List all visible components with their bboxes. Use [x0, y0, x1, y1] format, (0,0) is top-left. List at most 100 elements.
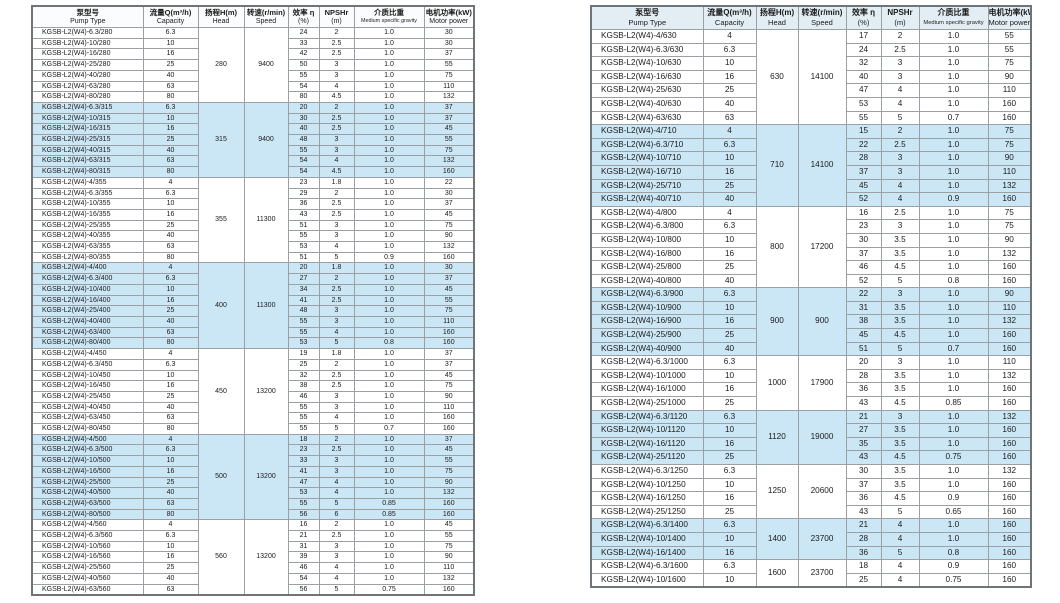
efficiency-cell: 37 [845, 164, 882, 180]
power-cell: 75 [987, 56, 1032, 71]
column-header-en: Head [768, 18, 786, 27]
pump-model-cell: KGSB-L2(W4)-16/800 [590, 246, 704, 262]
capacity-cell: 63 [142, 241, 199, 253]
npshr-cell: 2 [318, 101, 355, 114]
power-cell: 110 [423, 562, 475, 574]
pump-model-cell: KGSB-L2(W4)-16/630 [590, 69, 704, 85]
gravity-cell: 1.0 [918, 423, 989, 438]
column-header-en: Head [212, 18, 230, 25]
npshr-cell: 1.8 [318, 262, 355, 275]
gravity-cell: 0.9 [918, 559, 989, 574]
npshr-cell: 4 [318, 562, 355, 574]
gravity-cell: 0.7 [918, 341, 989, 357]
capacity-cell: 10 [702, 368, 757, 384]
power-cell: 160 [987, 504, 1032, 520]
power-cell: 110 [987, 300, 1032, 316]
power-cell: 160 [987, 531, 1032, 547]
efficiency-cell: 54 [287, 166, 320, 178]
column-header-en: Capacity [156, 18, 185, 25]
capacity-cell: 25 [142, 476, 199, 489]
pump-model-cell: KGSB-L2(W4)-10/315 [31, 112, 144, 125]
efficiency-cell: 25 [845, 572, 882, 588]
npshr-cell: 5 [880, 504, 920, 520]
gravity-cell: 1.0 [353, 101, 425, 114]
pump-model-cell: KGSB-L2(W4)-63/355 [31, 241, 144, 253]
gravity-cell: 1.0 [918, 178, 989, 194]
column-header-speed: 转速(r/min) Speed [243, 5, 289, 28]
efficiency-cell: 40 [845, 69, 882, 85]
efficiency-cell: 55 [287, 230, 320, 243]
power-cell: 55 [423, 455, 475, 467]
column-header-zh: NPSHr [324, 8, 349, 17]
pump-row: KGSB-L2(W4)-10/900 10 31 3.5 1.0 110 [590, 300, 1032, 316]
capacity-cell: 80 [142, 423, 199, 435]
npshr-cell: 3 [318, 401, 355, 414]
efficiency-cell: 56 [287, 583, 320, 596]
gravity-cell: 1.0 [918, 531, 989, 547]
efficiency-cell: 51 [287, 219, 320, 232]
pump-row: KGSB-L2(W4)-4/630 4 630 14100 17 2 1.0 55 [590, 28, 1032, 126]
gravity-cell: 1.0 [353, 198, 425, 210]
capacity-cell: 40 [142, 230, 199, 243]
pump-row: KGSB-L2(W4)-6.3/315 6.3 315 9400 20 2 1.0 37 [31, 101, 475, 178]
npshr-cell: 5 [318, 251, 355, 264]
efficiency-cell: 45 [845, 178, 882, 194]
capacity-cell: 16 [142, 48, 199, 61]
npshr-cell: 1.8 [318, 176, 355, 189]
capacity-cell: 25 [702, 260, 757, 275]
power-cell: 110 [423, 401, 475, 414]
npshr-cell: 4 [318, 476, 355, 489]
gravity-cell: 1.0 [353, 551, 425, 564]
gravity-cell: 1.0 [353, 487, 425, 499]
efficiency-cell: 42 [287, 48, 320, 61]
npshr-cell: 3 [880, 287, 920, 302]
gravity-cell: 1.0 [353, 476, 425, 489]
pump-row: KGSB-L2(W4)-4/560 4 560 13200 16 2 1.0 45 [31, 519, 475, 596]
capacity-cell: 40 [142, 144, 199, 157]
gravity-cell: 1.0 [918, 96, 989, 112]
capacity-cell: 16 [142, 551, 199, 564]
npshr-cell: 4 [880, 572, 920, 588]
efficiency-cell: 37 [845, 477, 882, 493]
gravity-cell: 1.0 [353, 187, 425, 200]
capacity-cell: 16 [702, 545, 757, 561]
power-cell: 75 [423, 144, 475, 157]
pump-row: KGSB-L2(W4)-6.3/1600 6.3 1600 23700 18 4 0.9 16… [590, 559, 1032, 588]
power-cell: 75 [987, 124, 1032, 139]
efficiency-cell: 54 [287, 155, 320, 168]
capacity-cell: 16 [702, 436, 757, 452]
efficiency-cell: 48 [287, 305, 320, 317]
gravity-cell: 1.0 [353, 80, 425, 93]
gravity-cell: 1.0 [353, 294, 425, 307]
speed-cell: 9400 [243, 101, 289, 178]
speed-cell: 9400 [243, 27, 289, 103]
column-header-zh: 扬程H(m) [759, 8, 795, 17]
gravity-cell: 1.0 [353, 380, 425, 392]
gravity-cell: 1.0 [353, 390, 425, 403]
power-cell: 55 [423, 530, 475, 542]
pump-row: KGSB-L2(W4)-4/450 4 450 13200 19 1.8 1.0 37 [31, 348, 475, 435]
head-cell: 560 [197, 519, 245, 596]
npshr-cell: 2.5 [318, 294, 355, 307]
pump-spec-table-right: 泵型号 Pump Type 流量Q(m³/h) Capacity 扬程H(m) Head 转… [590, 5, 1032, 589]
gravity-cell: 1.0 [918, 232, 989, 248]
npshr-cell: 3 [880, 164, 920, 180]
speed-cell: 23700 [797, 559, 847, 588]
column-header-npshr: NPSHr (m) [318, 5, 355, 28]
gravity-cell: 0.8 [918, 545, 989, 561]
pump-model-cell: KGSB-L2(W4)-4/400 [31, 262, 144, 275]
efficiency-cell: 32 [845, 56, 882, 71]
power-cell: 160 [987, 559, 1032, 574]
capacity-cell: 25 [702, 396, 757, 411]
pump-row: KGSB-L2(W4)-10/1600 10 25 4 0.75 160 [590, 572, 1032, 588]
pump-model-cell: KGSB-L2(W4)-10/500 [31, 455, 144, 467]
speed-cell: 13200 [243, 433, 289, 521]
capacity-cell: 6.3 [702, 464, 757, 479]
pump-row: KGSB-L2(W4)-40/315 40 55 3 1.0 75 [31, 144, 475, 157]
power-cell: 160 [987, 396, 1032, 411]
power-cell: 160 [423, 251, 475, 264]
efficiency-cell: 55 [287, 497, 320, 510]
pump-model-cell: KGSB-L2(W4)-4/500 [31, 433, 144, 446]
pump-model-cell: KGSB-L2(W4)-40/355 [31, 230, 144, 243]
gravity-cell: 1.0 [353, 37, 425, 50]
